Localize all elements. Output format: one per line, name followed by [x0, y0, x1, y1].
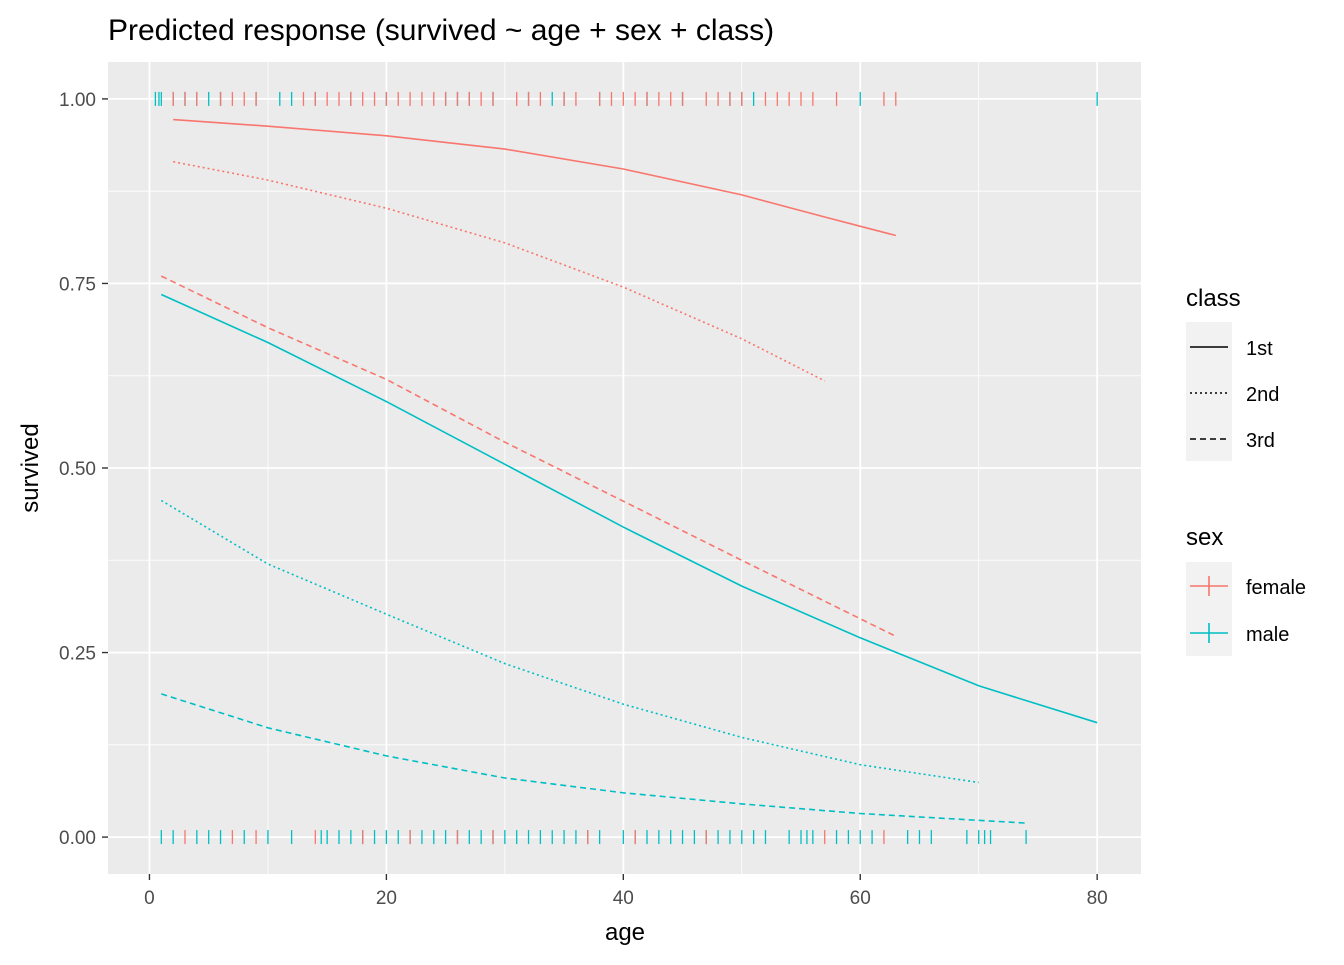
legend-class: class 1st 2nd 3rd: [1186, 285, 1279, 461]
series-line-female-2nd: [173, 160, 826, 382]
legend-class-keys-bg: [1186, 322, 1232, 461]
legend-label-3rd: 3rd: [1246, 430, 1275, 452]
series-line-male-3rd: [161, 693, 1027, 824]
rug-marks: [154, 91, 1098, 845]
legend-class-title: class: [1186, 285, 1241, 312]
legend-label-2nd: 2nd: [1246, 384, 1279, 406]
series-line-male-2nd: [160, 499, 979, 784]
legend-label-male: male: [1246, 624, 1289, 646]
legend-sex: sex female male: [1186, 524, 1306, 656]
grid: [108, 62, 1141, 874]
series-line-female-3rd: [160, 275, 897, 638]
series-lines: [160, 118, 1098, 824]
y-tick-label: 0.75: [59, 274, 96, 295]
axis-ticks: 0 20 40 60 80 0.00 0.25 0.50 0.75 1.00: [59, 90, 1108, 909]
series-line-male-1st: [160, 293, 1098, 724]
y-tick-label: 1.00: [59, 90, 96, 111]
y-tick-label: 0.25: [59, 644, 96, 665]
legend-label-1st: 1st: [1246, 338, 1273, 360]
x-tick-label: 40: [613, 888, 634, 909]
x-axis-title: age: [605, 919, 645, 946]
x-tick-label: 20: [376, 888, 397, 909]
y-tick-label: 0.50: [59, 459, 96, 480]
series-line-female-1st: [173, 118, 897, 237]
x-tick-label: 80: [1087, 888, 1108, 909]
y-axis-title: survived: [17, 423, 44, 512]
legend-sex-title: sex: [1186, 524, 1223, 551]
x-tick-label: 60: [850, 888, 871, 909]
chart-title: Predicted response (survived ~ age + sex…: [108, 14, 774, 47]
y-tick-label: 0.00: [59, 828, 96, 849]
x-tick-label: 0: [144, 888, 155, 909]
legend-label-female: female: [1246, 577, 1306, 599]
